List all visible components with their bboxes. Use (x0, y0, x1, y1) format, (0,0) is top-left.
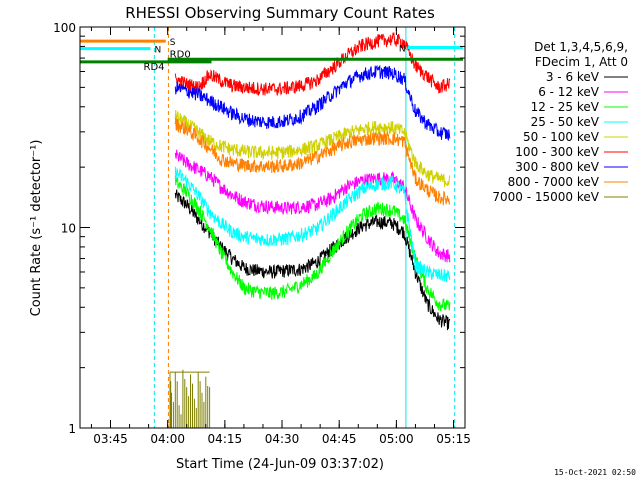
series-line-50-100-kev (174, 109, 451, 188)
flag-label-n-2: N (155, 46, 162, 56)
series-line-3-6-kev (174, 189, 451, 331)
legend-label-12-25-kev: 12 - 25 keV (531, 100, 600, 114)
chart-title: RHESSI Observing Summary Count Rates (125, 4, 435, 22)
footer-date: 15-Oct-2021 02:50 (554, 468, 636, 477)
series-line-100-300-kev (174, 32, 451, 96)
y-tick-label-100: 100 (53, 21, 76, 35)
legend-header-line-1: Det 1,3,4,5,6,9, (534, 40, 628, 54)
x-tick-label-04-30: 04:30 (265, 432, 300, 446)
legend-label-6-12-kev: 6 - 12 keV (538, 85, 600, 99)
series-line-12-25-kev (174, 175, 451, 311)
flag-label-rd0-4: RD0 (170, 49, 191, 60)
legend-label-300-800-kev: 300 - 800 keV (515, 160, 599, 174)
legend-label-25-50-kev: 25 - 50 keV (531, 115, 600, 129)
x-tick-label-04-15: 04:15 (208, 432, 243, 446)
legend-label-50-100-kev: 50 - 100 keV (523, 130, 600, 144)
legend-label-800-7000-kev: 800 - 7000 keV (508, 175, 600, 189)
legend-label-3-6-kev: 3 - 6 keV (546, 70, 600, 84)
x-tick-label-05-00: 05:00 (379, 432, 414, 446)
x-tick-label-05-15: 05:15 (436, 432, 471, 446)
legend-label-100-300-kev: 100 - 300 keV (515, 145, 599, 159)
legend: Det 1,3,4,5,6,9, FDecim 1, Att 0 3 - 6 k… (492, 40, 628, 204)
flag-label-s-1: S (170, 38, 176, 48)
y-tick-label-10: 10 (61, 222, 76, 236)
flag-label-n-3: N (399, 45, 406, 55)
axis-ticks: 03:45 04:00 04:15 04:30 04:45 05:00 05:15 1 10 10… (53, 21, 471, 446)
x-tick-label-04-45: 04:45 (322, 432, 357, 446)
series-line-25-50-kev (174, 166, 451, 283)
y-axis-label: Count Rate (s⁻¹ detector⁻¹) (29, 140, 44, 317)
series-line-300-800-kev (174, 64, 451, 142)
series-line-7000-15000-kev (169, 369, 211, 428)
series-line-800-7000-kev (174, 117, 451, 206)
legend-label-7000-15000-kev: 7000 - 15000 keV (492, 190, 599, 204)
flag-label-rd4-5: RD4 (144, 62, 165, 73)
legend-header-line-2: FDecim 1, Att 0 (535, 55, 628, 69)
x-axis-label: Start Time (24-Jun-09 03:37:02) (176, 457, 384, 472)
x-tick-label-04-00: 04:00 (150, 432, 185, 446)
y-tick-label-1: 1 (68, 422, 76, 436)
x-tick-label-03-45: 03:45 (93, 432, 128, 446)
